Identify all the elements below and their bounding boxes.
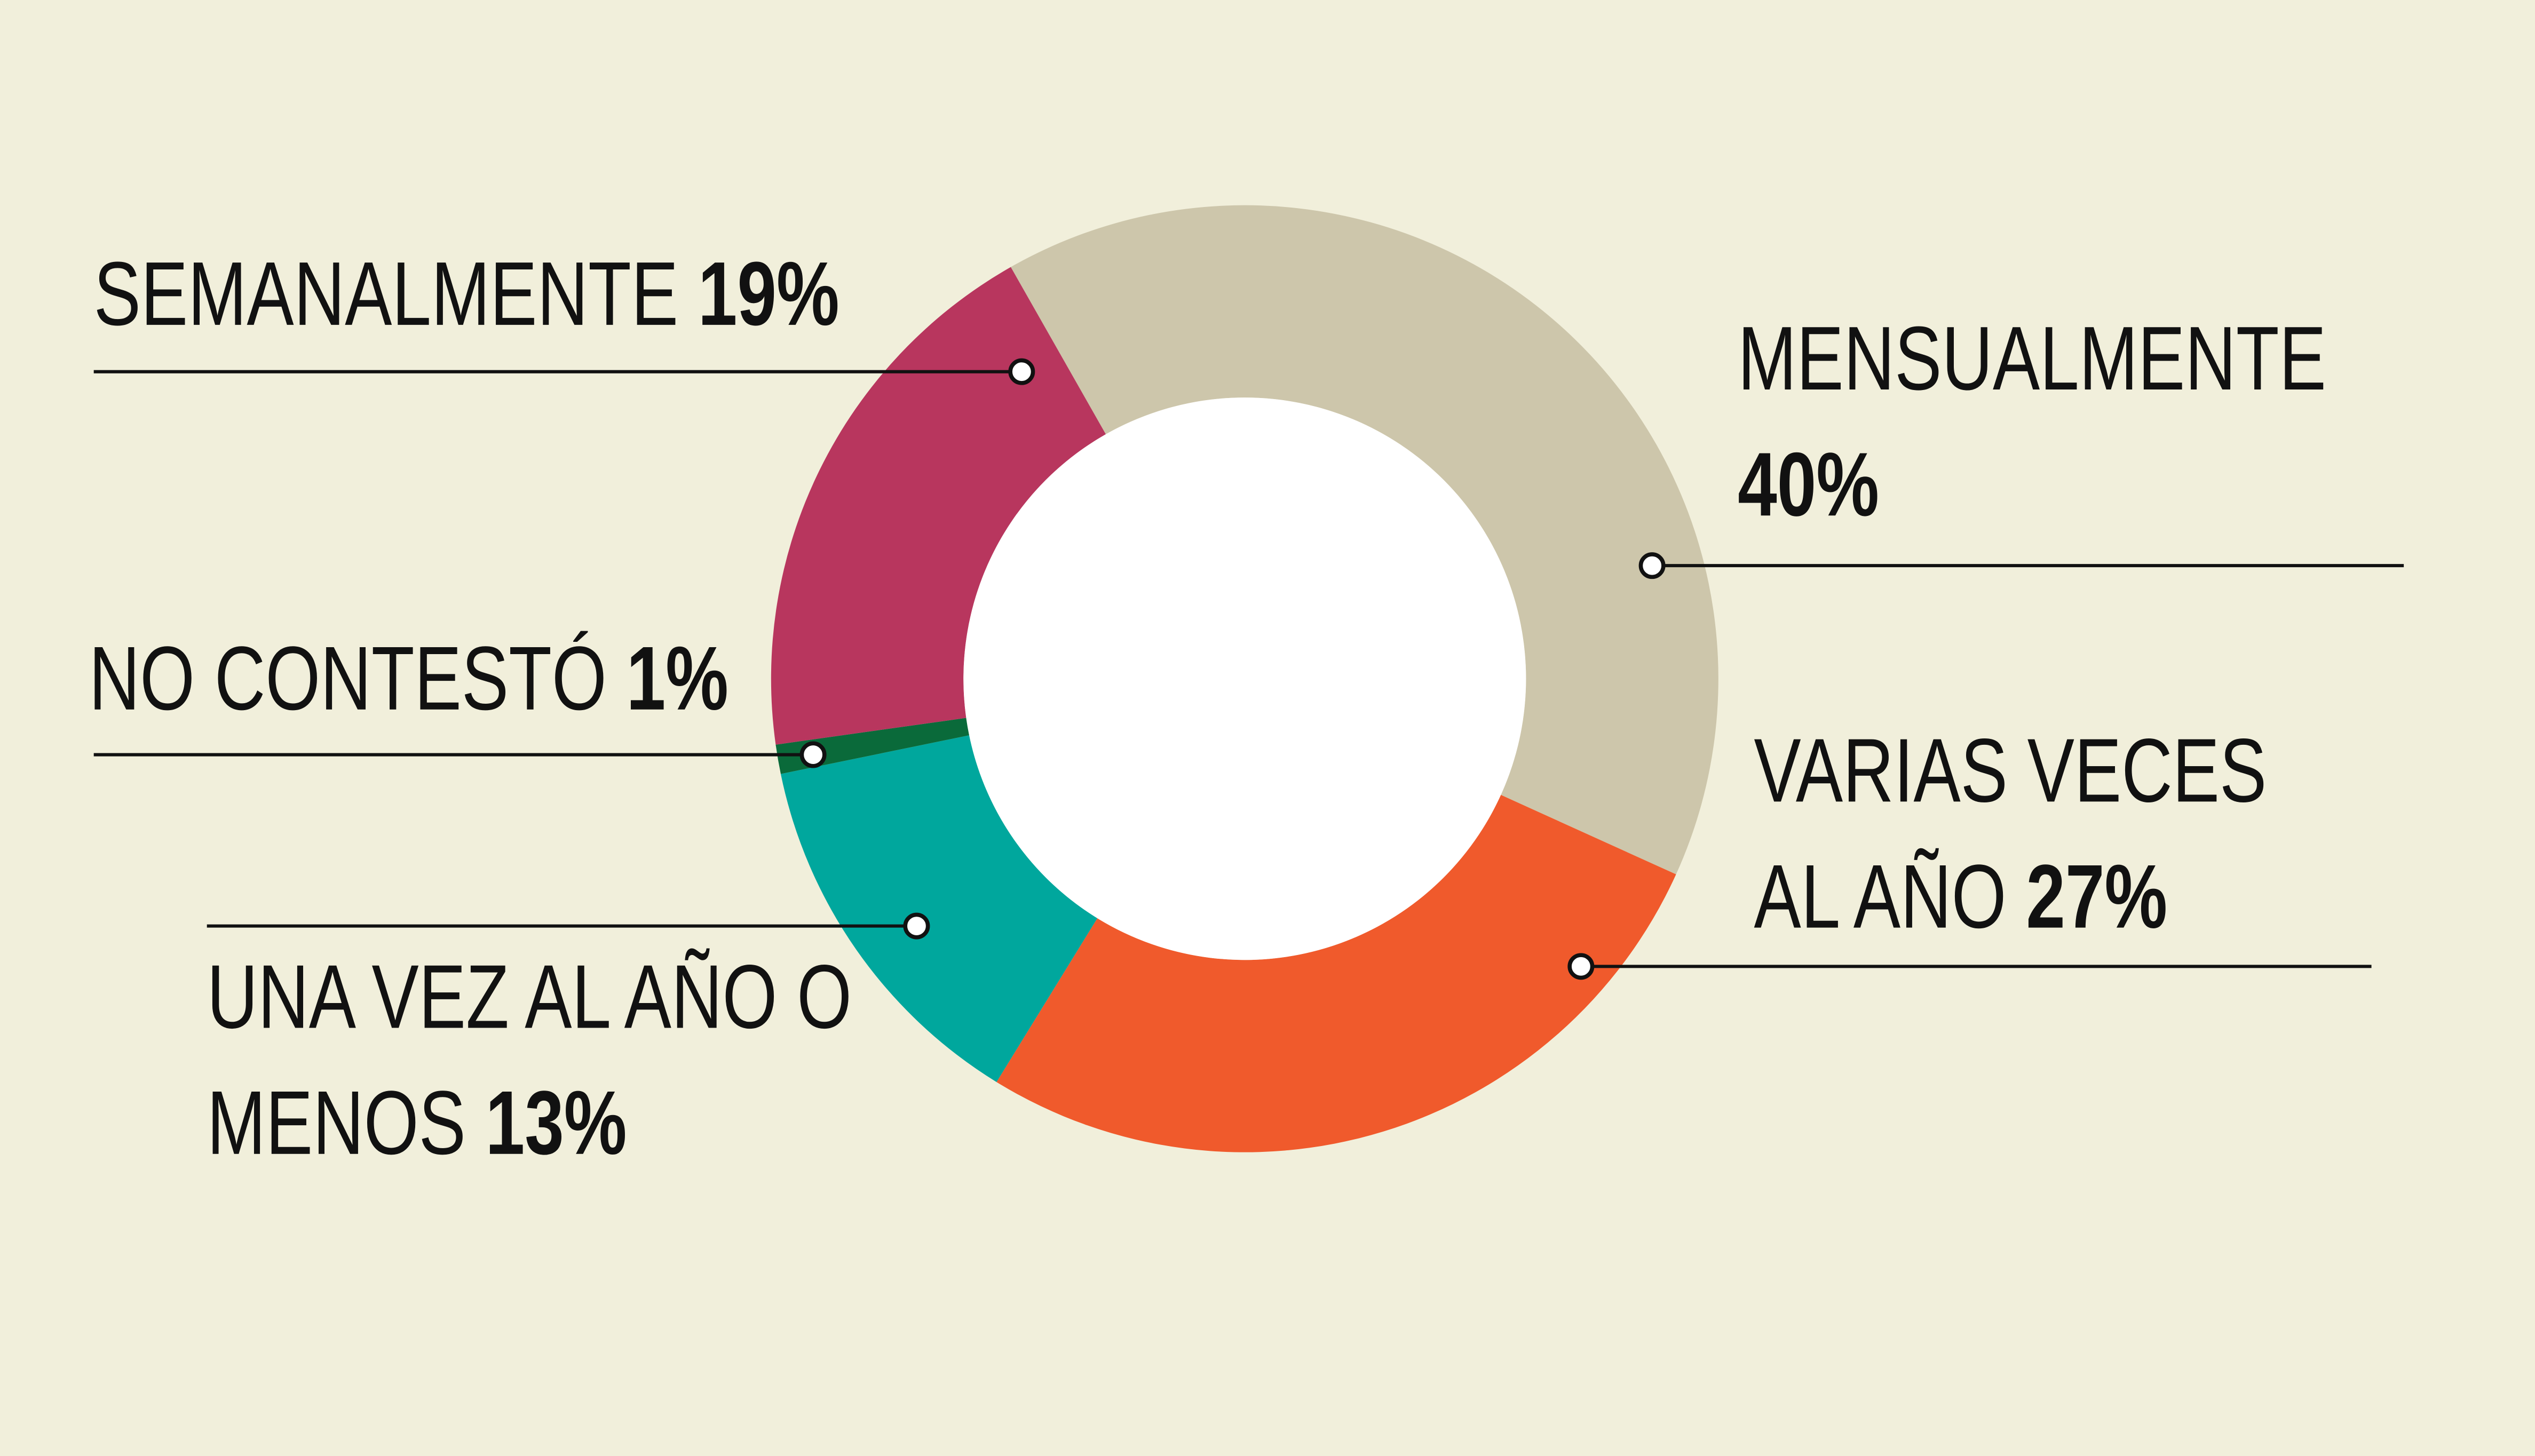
category-label: SEMANALMENTE <box>93 242 679 345</box>
leader-dot <box>1008 358 1035 385</box>
value-label: 19% <box>698 242 839 345</box>
slice-label: MENSUALMENTE 40% <box>1738 296 2343 548</box>
slice-label: SEMANALMENTE 19% <box>94 231 839 357</box>
donut-slice <box>1010 205 1718 874</box>
leader-dot <box>903 912 930 940</box>
slice-label: NO CONTESTÓ 1% <box>89 616 728 742</box>
category-label: NO CONTESTÓ <box>89 627 607 729</box>
value-label: 27% <box>2026 845 2168 947</box>
leader-dot <box>1567 953 1595 980</box>
slice-label: VARIAS VECES AL AÑO 27% <box>1754 708 2346 960</box>
category-label: MENSUALMENTE <box>1738 307 2326 409</box>
donut-slice <box>771 267 1106 745</box>
donut-slice <box>996 794 1676 1152</box>
donut-slice <box>780 735 1098 1083</box>
leader-dot <box>799 741 827 768</box>
category-label: UNA VEZ AL AÑO O MENOS <box>207 945 852 1174</box>
donut-hole <box>963 397 1526 960</box>
value-label: 13% <box>485 1071 627 1174</box>
slice-label: UNA VEZ AL AÑO O MENOS 13% <box>207 934 875 1187</box>
value-label: 40% <box>1738 433 1880 535</box>
category-label: VARIAS VECES AL AÑO <box>1754 719 2267 947</box>
value-label: 1% <box>626 627 728 729</box>
leader-dot <box>1638 552 1666 579</box>
